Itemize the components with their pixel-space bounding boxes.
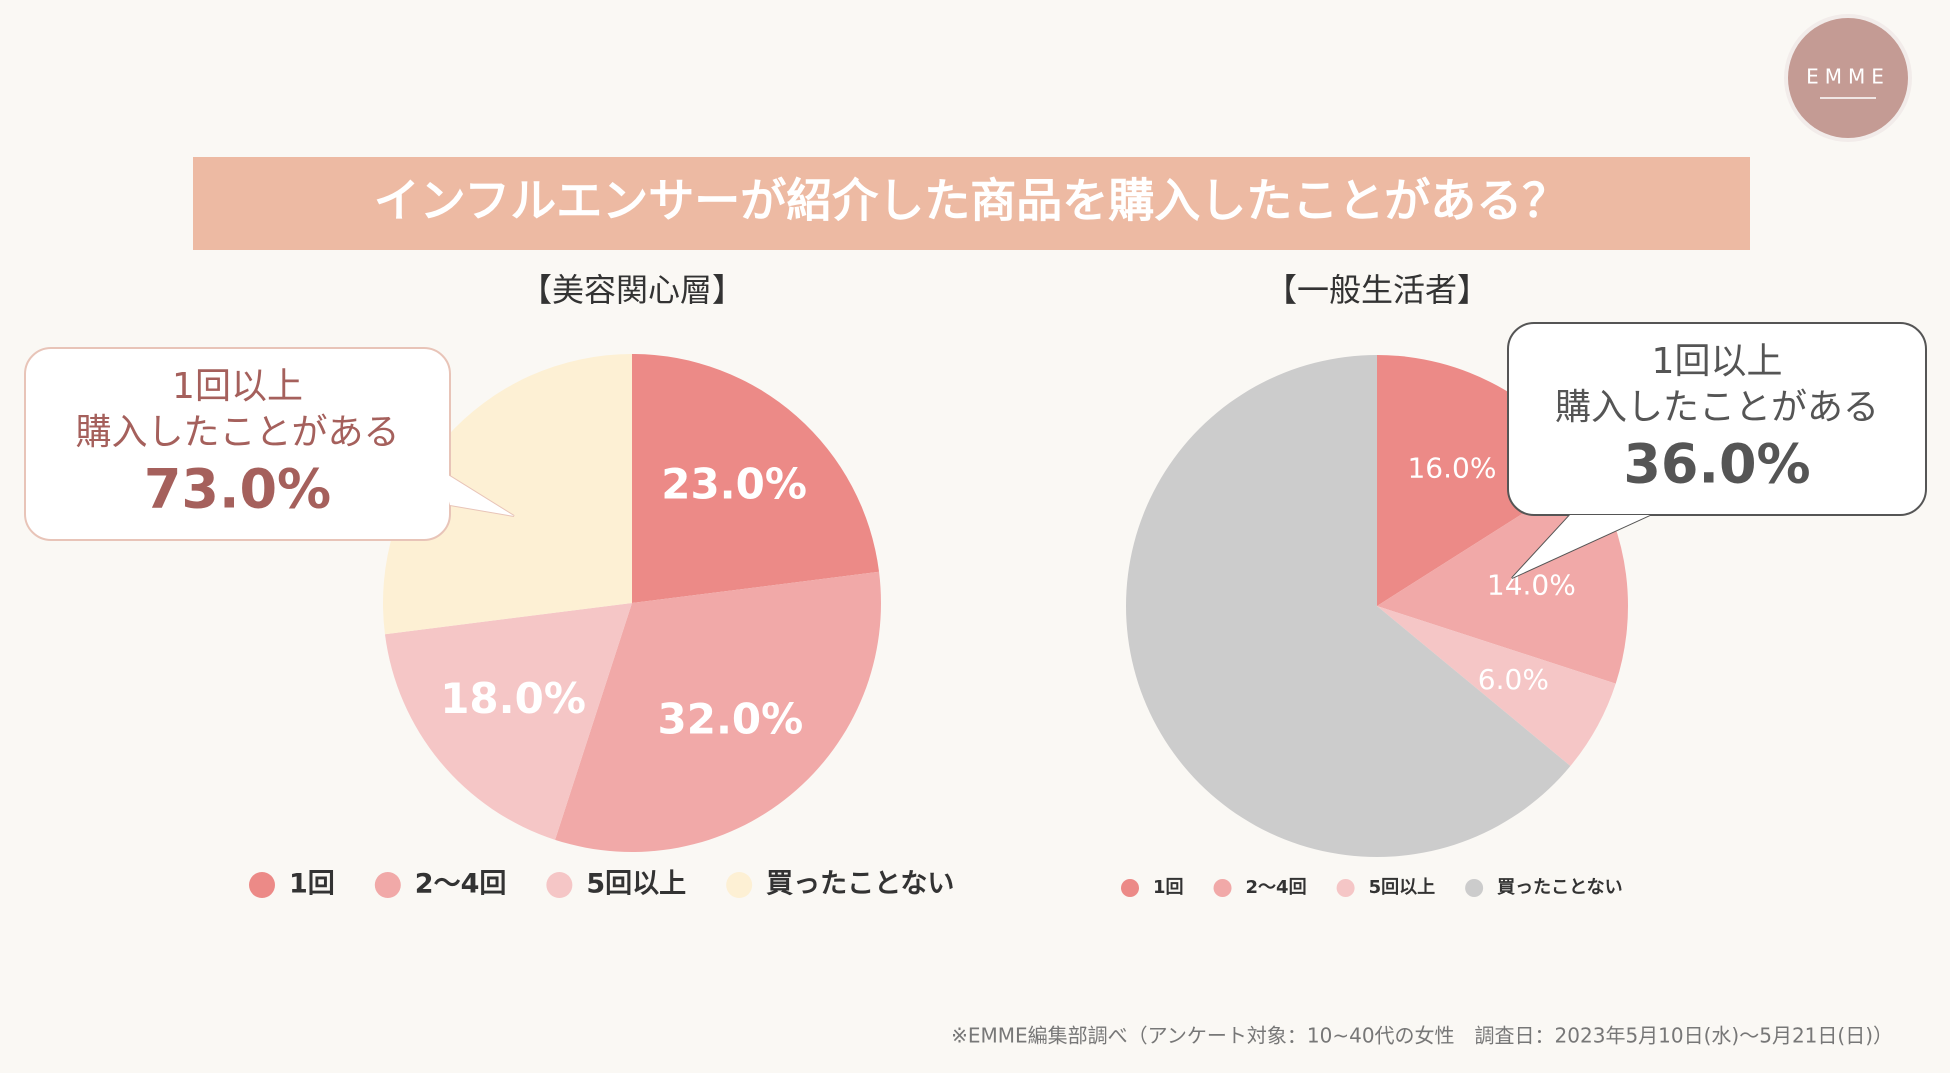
callout-text: 購入したことがある: [1555, 387, 1879, 428]
legend-label: 1回: [1153, 877, 1184, 898]
title: インフルエンサーが紹介した商品を購入したことがある？: [374, 174, 1569, 228]
callout-text: 購入したことがある: [75, 412, 399, 453]
footnote: ※EMME編集部調べ（アンケート対象：10~40代の女性 調査日：2023年5月…: [951, 1024, 1893, 1048]
data-label: 16.0%: [1407, 452, 1496, 485]
data-label: 14.0%: [1487, 568, 1576, 601]
legend-marker: [1213, 879, 1232, 897]
legend-label: 5回以上: [1369, 877, 1436, 898]
pie-slice: [1125, 355, 1571, 857]
data-label: 32.0%: [658, 694, 804, 743]
callout-text: 1回以上: [172, 366, 303, 407]
pie-slice: [383, 354, 632, 635]
callout-value: 36.0%: [1623, 433, 1810, 496]
callout-tail-cover: [1512, 515, 1650, 578]
legend-label: 2〜4回: [1246, 877, 1307, 898]
data-label: 6.0%: [1478, 663, 1549, 696]
legend-label: 1回: [289, 869, 335, 900]
legend-marker: [726, 872, 753, 898]
pie-slice: [632, 354, 880, 603]
legend-marker: [1121, 879, 1139, 897]
legend-marker: [1465, 879, 1484, 897]
legend-marker: [546, 872, 573, 898]
data-label: 23.0%: [661, 460, 807, 509]
data-label: 18.0%: [440, 674, 586, 723]
callout-text: 1回以上: [1652, 341, 1783, 382]
logo: [1788, 18, 1908, 138]
callout-box: [24, 347, 451, 541]
callout-tail-cover: [440, 470, 514, 516]
callout-value: 73.0%: [144, 458, 331, 521]
legend-label: 2〜4回: [415, 869, 507, 900]
chart-title: 【一般生活者】: [1265, 271, 1489, 309]
pie-slice: [555, 571, 881, 852]
legend-label: 5回以上: [586, 869, 686, 900]
pie-slice: [384, 603, 632, 840]
pie-slice: [1377, 606, 1616, 766]
callout-box: [1507, 322, 1927, 516]
legend-marker: [249, 872, 275, 898]
legend-label: 買ったことない: [766, 869, 954, 900]
legend-marker: [1336, 879, 1355, 897]
chart-title: 【美容関心層】: [520, 271, 744, 309]
logo-text: EMME: [1806, 65, 1890, 89]
legend-marker: [374, 872, 401, 898]
legend-label: 買ったことない: [1497, 877, 1622, 898]
title-banner: [193, 157, 1750, 250]
